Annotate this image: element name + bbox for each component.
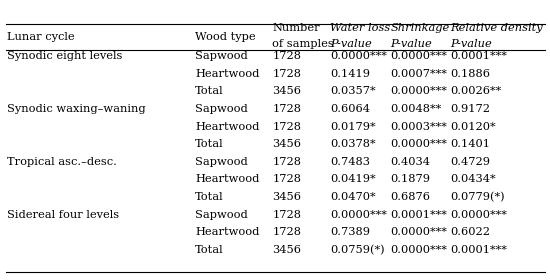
Text: 0.0000***: 0.0000***: [390, 227, 447, 237]
Text: 0.0179*: 0.0179*: [330, 122, 376, 132]
Text: 0.0003***: 0.0003***: [390, 122, 447, 132]
Text: Water loss: Water loss: [330, 23, 390, 33]
Text: Heartwood: Heartwood: [195, 227, 260, 237]
Text: P-value: P-value: [390, 39, 432, 49]
Text: 0.0434*: 0.0434*: [450, 174, 496, 185]
Text: 0.0120*: 0.0120*: [450, 122, 496, 132]
Text: 0.0378*: 0.0378*: [330, 139, 376, 149]
Text: 0.7483: 0.7483: [330, 157, 370, 167]
Text: Sapwood: Sapwood: [195, 104, 248, 114]
Text: 0.9172: 0.9172: [450, 104, 490, 114]
Text: 3456: 3456: [272, 86, 301, 96]
Text: 0.0007***: 0.0007***: [390, 69, 447, 79]
Text: P-value: P-value: [450, 39, 492, 49]
Text: 0.0000***: 0.0000***: [390, 51, 447, 61]
Text: Tropical asc.–desc.: Tropical asc.–desc.: [7, 157, 117, 167]
Text: 0.6064: 0.6064: [330, 104, 370, 114]
Text: 1728: 1728: [272, 157, 301, 167]
Text: 0.4729: 0.4729: [450, 157, 490, 167]
Text: 3456: 3456: [272, 192, 301, 202]
Text: Relative density: Relative density: [450, 23, 542, 33]
Text: 0.6876: 0.6876: [390, 192, 431, 202]
Text: Sidereal four levels: Sidereal four levels: [7, 210, 119, 220]
Text: 0.0048**: 0.0048**: [390, 104, 442, 114]
Text: Shrinkage: Shrinkage: [390, 23, 450, 33]
Text: of samples: of samples: [272, 39, 334, 49]
Text: 3456: 3456: [272, 245, 301, 255]
Text: Synodic eight levels: Synodic eight levels: [7, 51, 122, 61]
Text: Synodic waxing–waning: Synodic waxing–waning: [7, 104, 145, 114]
Text: 0.0026**: 0.0026**: [450, 86, 501, 96]
Text: Total: Total: [195, 192, 224, 202]
Text: 1728: 1728: [272, 104, 301, 114]
Text: 0.4034: 0.4034: [390, 157, 431, 167]
Text: 0.0419*: 0.0419*: [330, 174, 376, 185]
Text: Heartwood: Heartwood: [195, 69, 260, 79]
Text: 1728: 1728: [272, 227, 301, 237]
Text: 0.0000***: 0.0000***: [330, 210, 387, 220]
Text: 0.1419: 0.1419: [330, 69, 370, 79]
Text: 0.1401: 0.1401: [450, 139, 490, 149]
Text: 0.0357*: 0.0357*: [330, 86, 376, 96]
Text: Heartwood: Heartwood: [195, 122, 260, 132]
Text: Total: Total: [195, 86, 224, 96]
Text: Heartwood: Heartwood: [195, 174, 260, 185]
Text: 0.0001***: 0.0001***: [450, 245, 507, 255]
Text: 0.6022: 0.6022: [450, 227, 490, 237]
Text: Wood type: Wood type: [195, 32, 256, 42]
Text: 1728: 1728: [272, 174, 301, 185]
Text: Lunar cycle: Lunar cycle: [7, 32, 74, 42]
Text: 0.0001***: 0.0001***: [390, 210, 447, 220]
Text: 1728: 1728: [272, 69, 301, 79]
Text: Sapwood: Sapwood: [195, 51, 248, 61]
Text: 1728: 1728: [272, 122, 301, 132]
Text: 0.1879: 0.1879: [390, 174, 431, 185]
Text: Sapwood: Sapwood: [195, 210, 248, 220]
Text: 0.0000***: 0.0000***: [390, 139, 447, 149]
Text: 0.0779(*): 0.0779(*): [450, 192, 504, 202]
Text: 0.7389: 0.7389: [330, 227, 370, 237]
Text: 0.0000***: 0.0000***: [390, 245, 447, 255]
Text: Number: Number: [272, 23, 320, 33]
Text: P-value: P-value: [330, 39, 372, 49]
Text: 0.1886: 0.1886: [450, 69, 490, 79]
Text: Total: Total: [195, 139, 224, 149]
Text: Total: Total: [195, 245, 224, 255]
Text: 0.0759(*): 0.0759(*): [330, 245, 384, 255]
Text: 1728: 1728: [272, 51, 301, 61]
Text: 0.0470*: 0.0470*: [330, 192, 376, 202]
Text: 0.0000***: 0.0000***: [330, 51, 387, 61]
Text: 0.0000***: 0.0000***: [450, 210, 507, 220]
Text: 1728: 1728: [272, 210, 301, 220]
Text: 0.0001***: 0.0001***: [450, 51, 507, 61]
Text: 0.0000***: 0.0000***: [390, 86, 447, 96]
Text: Sapwood: Sapwood: [195, 157, 248, 167]
Text: 3456: 3456: [272, 139, 301, 149]
